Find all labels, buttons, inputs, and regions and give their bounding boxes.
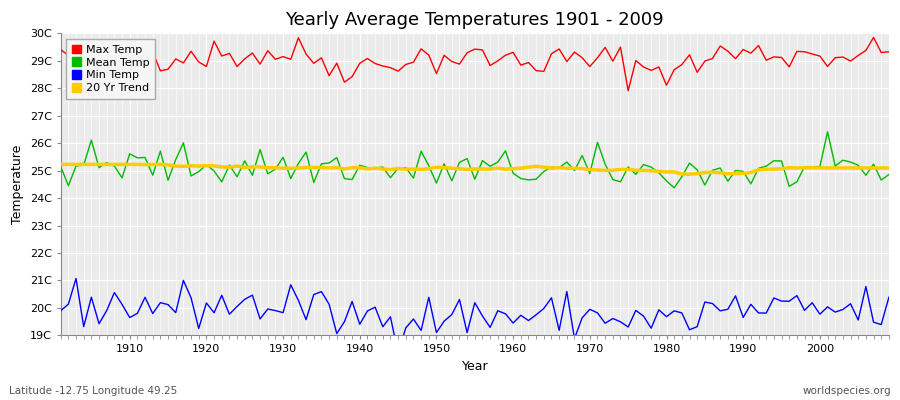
Min Temp (55, 308, 66, 313)
Mean Temp (55, 164, 66, 169)
Mean Temp (285, 176, 296, 181)
Min Temp (516, 313, 526, 318)
Text: worldspecies.org: worldspecies.org (803, 386, 891, 396)
Legend: Max Temp, Mean Temp, Min Temp, 20 Yr Trend: Max Temp, Mean Temp, Min Temp, 20 Yr Tre… (67, 39, 156, 99)
Line: Min Temp: Min Temp (60, 278, 889, 354)
20 Yr Trend (55, 162, 66, 167)
Mean Temp (117, 176, 128, 180)
Min Temp (615, 319, 626, 324)
Mean Temp (599, 162, 610, 166)
Mean Temp (822, 130, 832, 134)
Mean Temp (884, 172, 895, 177)
Min Temp (523, 318, 534, 323)
20 Yr Trend (608, 168, 618, 173)
Min Temp (124, 315, 135, 320)
20 Yr Trend (684, 172, 695, 177)
Min Temp (70, 276, 81, 281)
Max Temp (599, 45, 610, 50)
Min Temp (392, 351, 403, 356)
Max Temp (285, 57, 296, 62)
Max Temp (884, 49, 895, 54)
Max Temp (508, 50, 518, 55)
20 Yr Trend (155, 162, 166, 167)
Text: Latitude -12.75 Longitude 49.25: Latitude -12.75 Longitude 49.25 (9, 386, 177, 396)
Min Temp (339, 319, 350, 324)
20 Yr Trend (339, 166, 350, 171)
Line: Mean Temp: Mean Temp (60, 132, 889, 188)
Max Temp (868, 35, 879, 40)
Max Temp (117, 56, 128, 60)
20 Yr Trend (293, 166, 304, 170)
20 Yr Trend (508, 166, 518, 171)
Mean Temp (331, 155, 342, 160)
X-axis label: Year: Year (462, 360, 488, 373)
Line: Max Temp: Max Temp (60, 38, 889, 91)
Line: 20 Yr Trend: 20 Yr Trend (60, 164, 889, 174)
Title: Yearly Average Temperatures 1901 - 2009: Yearly Average Temperatures 1901 - 2009 (285, 11, 664, 29)
20 Yr Trend (516, 166, 526, 170)
Max Temp (331, 61, 342, 66)
Max Temp (500, 53, 511, 58)
20 Yr Trend (884, 166, 895, 170)
Mean Temp (508, 171, 518, 176)
Min Temp (293, 298, 304, 303)
Min Temp (884, 295, 895, 300)
Mean Temp (500, 148, 511, 153)
Mean Temp (669, 186, 680, 190)
Max Temp (55, 47, 66, 52)
20 Yr Trend (117, 162, 128, 167)
Y-axis label: Temperature: Temperature (11, 145, 24, 224)
Max Temp (623, 88, 634, 93)
